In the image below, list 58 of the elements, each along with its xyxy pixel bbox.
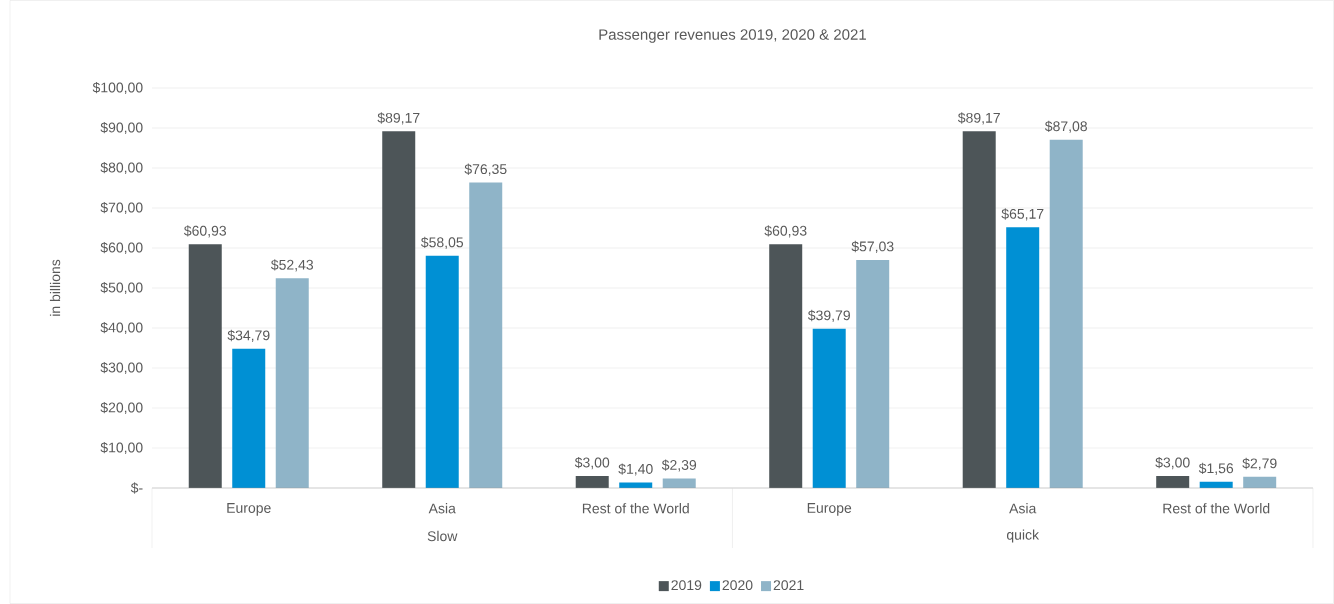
x-tick-label: Europe bbox=[227, 503, 271, 516]
y-axis-title: in billions bbox=[49, 259, 61, 316]
legend-label: 2020 bbox=[722, 580, 753, 591]
data-label: $65,17 bbox=[1001, 208, 1044, 221]
data-label: $57,03 bbox=[851, 240, 894, 254]
y-tick-label: $10,00 bbox=[100, 441, 143, 455]
bar bbox=[812, 328, 846, 488]
bar bbox=[575, 476, 609, 488]
x-tick-label: Europe bbox=[807, 503, 852, 516]
bar bbox=[469, 182, 503, 488]
data-label: $2,39 bbox=[661, 459, 697, 472]
bar bbox=[856, 259, 890, 488]
x-tick-label: Rest of the World bbox=[582, 503, 689, 514]
data-label: $60,93 bbox=[183, 225, 227, 238]
data-label: $3,00 bbox=[1155, 456, 1190, 470]
text: Slow bbox=[427, 530, 458, 542]
y-tick-label: $70,00 bbox=[100, 201, 143, 215]
data-label: $39,79 bbox=[807, 309, 850, 322]
y-tick-label: $50,00 bbox=[100, 281, 143, 295]
bar bbox=[232, 348, 266, 488]
bar bbox=[1049, 139, 1083, 488]
bar bbox=[769, 244, 803, 488]
bar bbox=[382, 131, 416, 488]
data-label: $76,35 bbox=[464, 163, 507, 176]
bar bbox=[1006, 227, 1040, 488]
data-label: $3,00 bbox=[574, 456, 610, 470]
data-label: $87,08 bbox=[1044, 120, 1087, 133]
bar bbox=[1156, 476, 1190, 488]
legend-label: 2021 bbox=[773, 580, 804, 591]
data-label: $1,56 bbox=[1198, 462, 1234, 475]
y-tick-label: $30,00 bbox=[100, 361, 143, 375]
y-tick-label: $- bbox=[130, 482, 143, 494]
bar bbox=[962, 131, 996, 488]
text: quick bbox=[1006, 529, 1040, 543]
legend-label: 2019 bbox=[671, 580, 702, 591]
bar bbox=[662, 478, 696, 488]
data-label: $34,79 bbox=[227, 329, 270, 342]
y-tick-label: $40,00 bbox=[100, 321, 143, 335]
bar bbox=[1243, 476, 1277, 488]
x-tick-label: Rest of the World bbox=[1163, 503, 1270, 514]
data-label: $89,17 bbox=[957, 112, 1000, 125]
y-tick-label: $60,00 bbox=[100, 241, 143, 255]
y-tick-label: $90,00 bbox=[100, 121, 143, 135]
bar bbox=[275, 278, 309, 488]
y-tick-label: $100,00 bbox=[92, 81, 143, 95]
data-label: $2,79 bbox=[1242, 457, 1277, 470]
data-label: $1,40 bbox=[618, 463, 653, 476]
y-tick-label: $20,00 bbox=[100, 401, 143, 415]
bar bbox=[188, 244, 222, 488]
bar bbox=[425, 255, 459, 488]
data-label: $58,05 bbox=[420, 236, 464, 249]
x-tick-label: Asia bbox=[428, 503, 456, 514]
data-label: $60,93 bbox=[764, 225, 807, 238]
y-tick-label: $80,00 bbox=[100, 161, 143, 175]
data-label: $89,17 bbox=[377, 112, 420, 125]
data-label: $52,43 bbox=[270, 259, 314, 272]
x-tick-label: Asia bbox=[1009, 503, 1037, 514]
chart-title: Passenger revenues 2019, 2020 & 2021 bbox=[599, 29, 866, 43]
